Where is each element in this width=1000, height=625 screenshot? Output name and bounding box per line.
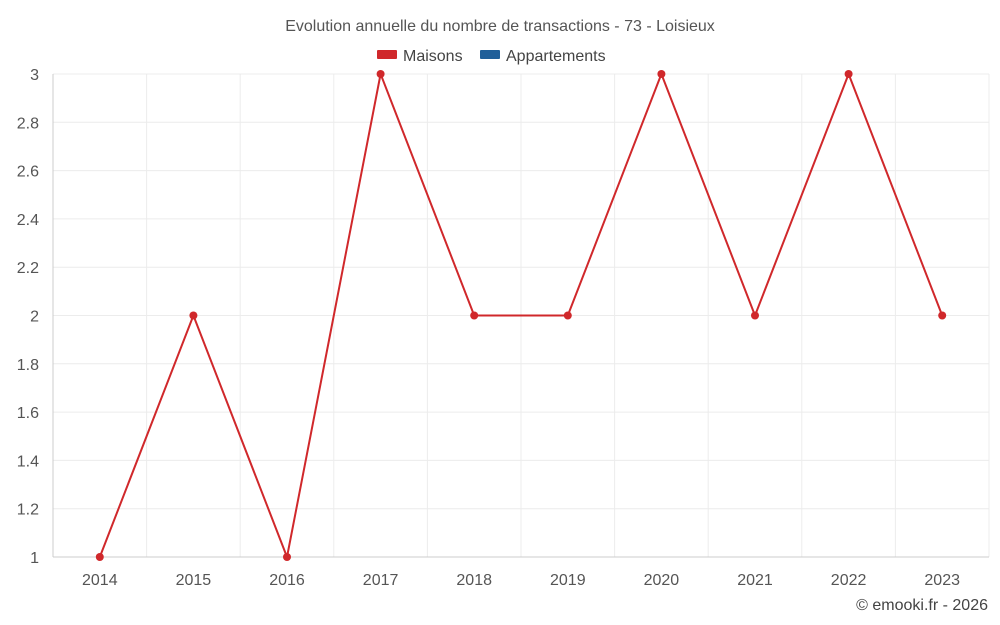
data-point-maisons[interactable] bbox=[470, 311, 479, 320]
series bbox=[95, 70, 947, 561]
series-line-maisons bbox=[98, 73, 944, 558]
x-tick-label: 2016 bbox=[269, 572, 305, 589]
y-tick-label: 1.2 bbox=[17, 502, 39, 519]
legend-swatch-maisons bbox=[377, 50, 397, 59]
x-tick-label: 2023 bbox=[924, 572, 960, 589]
y-tick-label: 1.8 bbox=[17, 357, 39, 374]
x-tick-label: 2018 bbox=[456, 572, 492, 589]
data-point-maisons[interactable] bbox=[189, 311, 198, 320]
data-point-maisons[interactable] bbox=[563, 311, 572, 320]
y-tick-label: 2 bbox=[30, 309, 39, 326]
x-axis-tick-labels: 2014 2015 2016 2017 2018 2019 2020 2021 2022 2023 bbox=[82, 572, 960, 589]
data-point-maisons[interactable] bbox=[376, 70, 385, 78]
x-tick-label: 2021 bbox=[737, 572, 773, 589]
y-axis-tick-labels: 1 1.2 1.4 1.6 1.8 2 2.2 2.4 2.6 2.8 3 bbox=[17, 67, 39, 567]
x-tick-label: 2017 bbox=[363, 572, 399, 589]
legend: Maisons Appartements bbox=[377, 48, 606, 65]
data-point-maisons[interactable] bbox=[844, 70, 853, 78]
credit-text: © emooki.fr - 2026 bbox=[856, 597, 988, 614]
data-point-maisons[interactable] bbox=[95, 553, 104, 561]
data-point-maisons[interactable] bbox=[751, 311, 759, 320]
y-tick-label: 2.8 bbox=[17, 115, 39, 132]
y-tick-label: 1.4 bbox=[17, 453, 39, 470]
legend-label-appartements: Appartements bbox=[506, 48, 606, 65]
legend-label-maisons: Maisons bbox=[403, 48, 463, 65]
y-tick-label: 1.6 bbox=[17, 405, 39, 422]
data-point-maisons[interactable] bbox=[283, 553, 291, 561]
y-tick-label: 3 bbox=[30, 67, 39, 84]
x-tick-label: 2020 bbox=[644, 572, 680, 589]
y-tick-label: 2.4 bbox=[17, 212, 39, 229]
x-tick-label: 2022 bbox=[831, 572, 867, 589]
x-tick-label: 2015 bbox=[176, 572, 212, 589]
legend-swatch-appartements bbox=[480, 50, 500, 59]
axes bbox=[52, 74, 989, 558]
legend-item-maisons[interactable]: Maisons bbox=[377, 48, 463, 65]
data-point-maisons[interactable] bbox=[938, 311, 947, 320]
y-tick-label: 1 bbox=[30, 550, 39, 567]
y-tick-label: 2.6 bbox=[17, 164, 39, 181]
data-point-maisons[interactable] bbox=[657, 70, 666, 78]
legend-item-appartements[interactable]: Appartements bbox=[480, 48, 606, 65]
y-tick-label: 2.2 bbox=[17, 260, 39, 277]
x-tick-label: 2014 bbox=[82, 572, 118, 589]
chart-title: Evolution annuelle du nombre de transact… bbox=[285, 18, 715, 35]
x-tick-label: 2019 bbox=[550, 572, 586, 589]
